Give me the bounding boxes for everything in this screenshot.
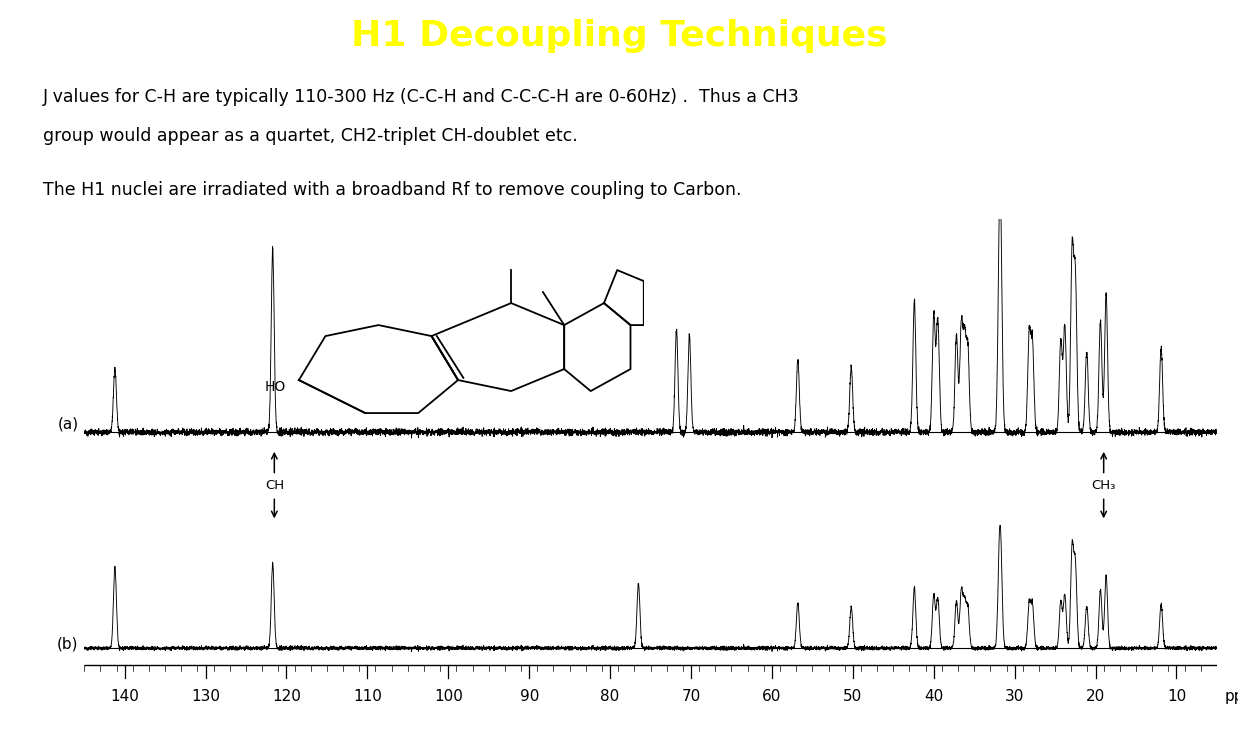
Text: 50: 50	[843, 689, 863, 704]
Text: The H1 nuclei are irradiated with a broadband Rf to remove coupling to Carbon.: The H1 nuclei are irradiated with a broa…	[43, 181, 742, 199]
Text: 20: 20	[1086, 689, 1106, 704]
Text: (a): (a)	[57, 417, 78, 432]
Text: 90: 90	[520, 689, 539, 704]
Text: 60: 60	[763, 689, 781, 704]
Text: 30: 30	[1005, 689, 1024, 704]
Text: 120: 120	[272, 689, 301, 704]
Text: 80: 80	[600, 689, 620, 704]
Text: CH: CH	[265, 479, 284, 492]
Text: 10: 10	[1167, 689, 1186, 704]
Text: 130: 130	[191, 689, 220, 704]
Text: 70: 70	[681, 689, 701, 704]
Text: 40: 40	[924, 689, 943, 704]
Text: 110: 110	[353, 689, 381, 704]
Text: 100: 100	[433, 689, 463, 704]
Text: 140: 140	[110, 689, 139, 704]
Text: CH₃: CH₃	[1092, 479, 1115, 492]
Text: (b): (b)	[57, 636, 78, 651]
Text: H1 Decoupling Techniques: H1 Decoupling Techniques	[350, 19, 888, 53]
Text: group would appear as a quartet, CH2-triplet CH-doublet etc.: group would appear as a quartet, CH2-tri…	[43, 127, 578, 145]
Text: J values for C-H are typically 110-300 Hz (C-C-H and C-C-C-H are 0-60Hz) .  Thus: J values for C-H are typically 110-300 H…	[43, 88, 800, 107]
Text: HO: HO	[265, 380, 286, 394]
Text: ppm: ppm	[1226, 689, 1238, 704]
